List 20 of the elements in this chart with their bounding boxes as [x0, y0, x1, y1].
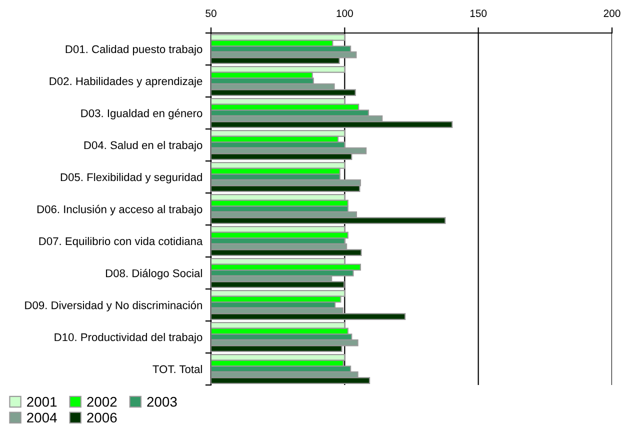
x-tick-label: 50 — [206, 10, 216, 18]
x-tick-label: 100 — [336, 10, 353, 18]
y-tick-label: D02. Habilidades y aprendizaje — [50, 76, 202, 88]
y-tick-label: D09. Diversidad y No discriminación — [25, 300, 202, 312]
y-tick-label: D05. Flexibilidad y seguridad — [60, 172, 202, 184]
y-tick-label: D07. Equilibrio con vida cotidiana — [39, 236, 203, 248]
legend-label: 2002 — [87, 396, 117, 407]
x-tick-label: 150 — [470, 10, 487, 18]
x-tick-label: 200 — [604, 10, 620, 18]
y-tick-label: TOT. Total — [152, 364, 202, 374]
legend-label: 2001 — [27, 396, 57, 407]
legend-label: 2003 — [147, 396, 177, 407]
y-tick-label: D04. Salud en el trabajo — [84, 140, 202, 152]
legend-label: 2006 — [87, 412, 117, 423]
y-tick-label: D01. Calidad puesto trabajo — [66, 44, 202, 56]
y-tick-label: D06. Inclusión y acceso al trabajo — [37, 204, 202, 216]
y-tick-label: D10. Productividad del trabajo — [54, 332, 202, 344]
legend-label: 2004 — [27, 412, 57, 423]
y-tick-label: D03. Igualdad en género — [81, 108, 202, 120]
y-tick-label: D08. Diálogo Social — [106, 268, 202, 280]
